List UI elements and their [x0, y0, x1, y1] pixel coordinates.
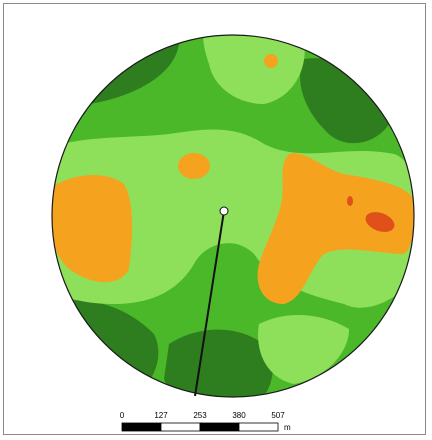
- yield-zone-map: 0 127 253 380 507 m: [51, 34, 415, 432]
- scale-segment-1: [121, 422, 162, 432]
- map-frame: 0 127 253 380 507 m: [3, 3, 426, 435]
- management-zones: [52, 35, 414, 397]
- scale-segment-3: [199, 422, 240, 432]
- scale-segment-4: [238, 422, 279, 432]
- zone-light-green-bottom-right: [258, 314, 349, 384]
- scale-segment-2: [160, 422, 201, 432]
- zone-red-speck: [347, 196, 353, 206]
- scale-tick-1: 127: [154, 411, 168, 420]
- zone-orange-small-center: [178, 153, 210, 179]
- zone-red-right: [365, 212, 395, 232]
- zone-orange-right: [257, 153, 414, 304]
- zone-dark-green-top-right: [300, 58, 394, 144]
- zone-orange-small-top: [264, 54, 278, 68]
- scale-tick-0: 0: [120, 411, 125, 420]
- scale-bar: 0 127 253 380 507 m: [120, 411, 291, 432]
- scale-tick-2: 253: [193, 411, 207, 420]
- zone-dark-green-speck: [215, 346, 229, 358]
- scale-unit: m: [284, 423, 291, 432]
- pivot-center: [219, 206, 229, 216]
- scale-tick-3: 380: [232, 411, 246, 420]
- pivot-arm: [194, 210, 225, 397]
- zone-light-green-top-center: [203, 35, 305, 104]
- scale-tick-4: 507: [271, 411, 285, 420]
- zone-orange-left: [52, 174, 133, 283]
- zone-dark-green-bottom-center: [164, 329, 273, 397]
- field-boundary: [51, 34, 415, 398]
